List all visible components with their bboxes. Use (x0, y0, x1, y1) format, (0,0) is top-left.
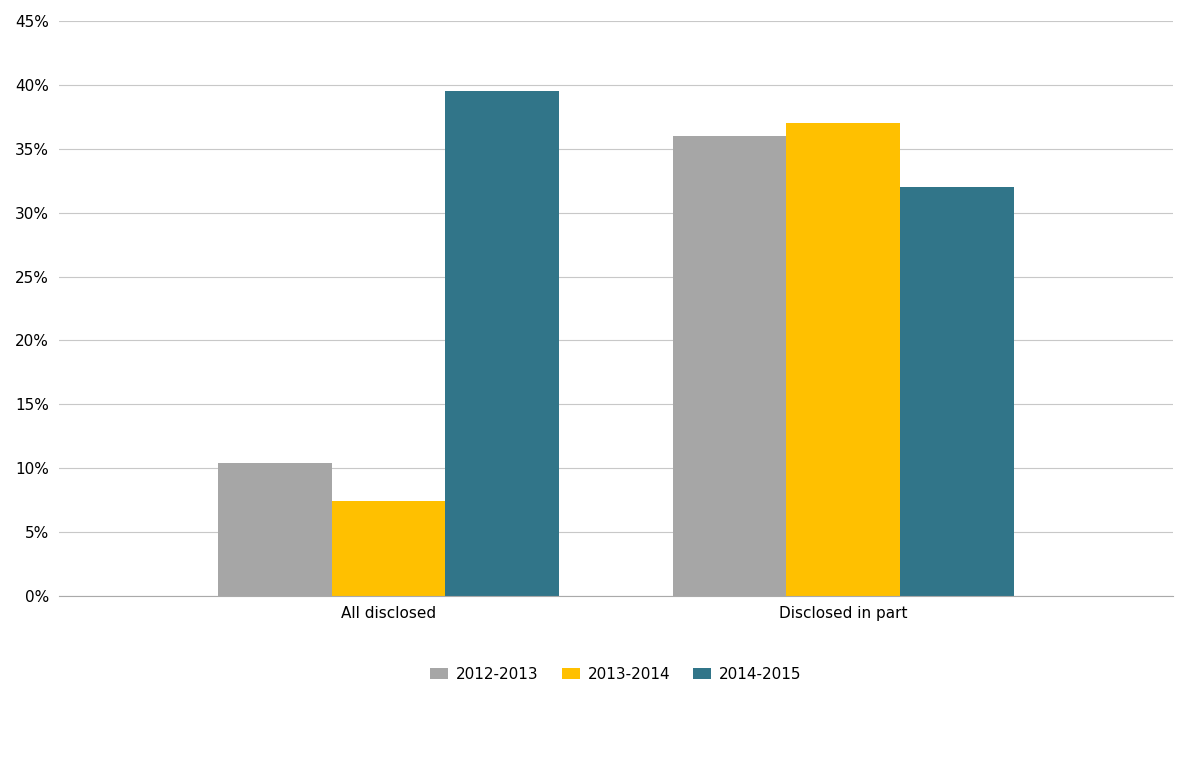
Legend: 2012-2013, 2013-2014, 2014-2015: 2012-2013, 2013-2014, 2014-2015 (424, 661, 808, 688)
Bar (786, 123, 901, 596)
Bar (446, 91, 560, 596)
Bar (672, 136, 786, 596)
Bar (217, 463, 331, 596)
Bar (901, 187, 1013, 596)
Bar (331, 501, 446, 596)
